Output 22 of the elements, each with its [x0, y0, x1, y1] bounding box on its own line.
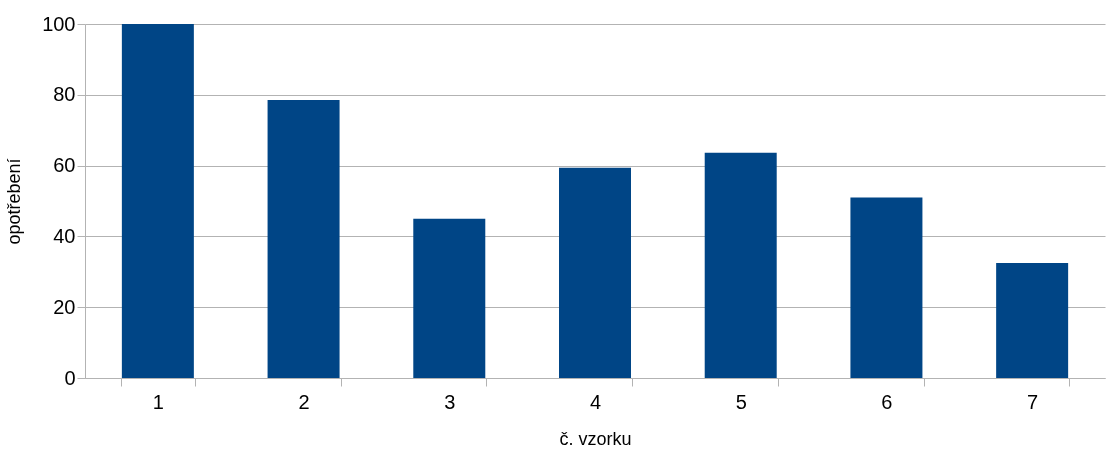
bar: [413, 218, 486, 378]
y-tick-label: 0: [64, 366, 76, 389]
bar: [267, 100, 340, 378]
bar: [559, 167, 631, 378]
bar: [704, 152, 777, 378]
x-axis-title: č. vzorku: [559, 428, 632, 449]
x-tick-label: 7: [1027, 390, 1039, 413]
y-tick-label: 60: [53, 154, 76, 177]
x-tick-label: 1: [152, 390, 164, 413]
bar: [996, 262, 1069, 378]
y-tick-label: 20: [53, 295, 76, 318]
x-tick-label: 6: [881, 390, 893, 413]
y-tick-label: 80: [53, 83, 76, 106]
bar: [850, 197, 923, 378]
x-tick-label: 4: [589, 390, 602, 413]
x-tick-label: 5: [735, 390, 747, 413]
x-tick-label: 2: [298, 390, 310, 413]
y-axis-title: opotřebení: [4, 158, 25, 245]
bar: [121, 24, 194, 378]
y-tick-label: 100: [42, 12, 76, 35]
y-tick-label: 40: [53, 224, 76, 247]
x-tick-label: 3: [444, 390, 456, 413]
